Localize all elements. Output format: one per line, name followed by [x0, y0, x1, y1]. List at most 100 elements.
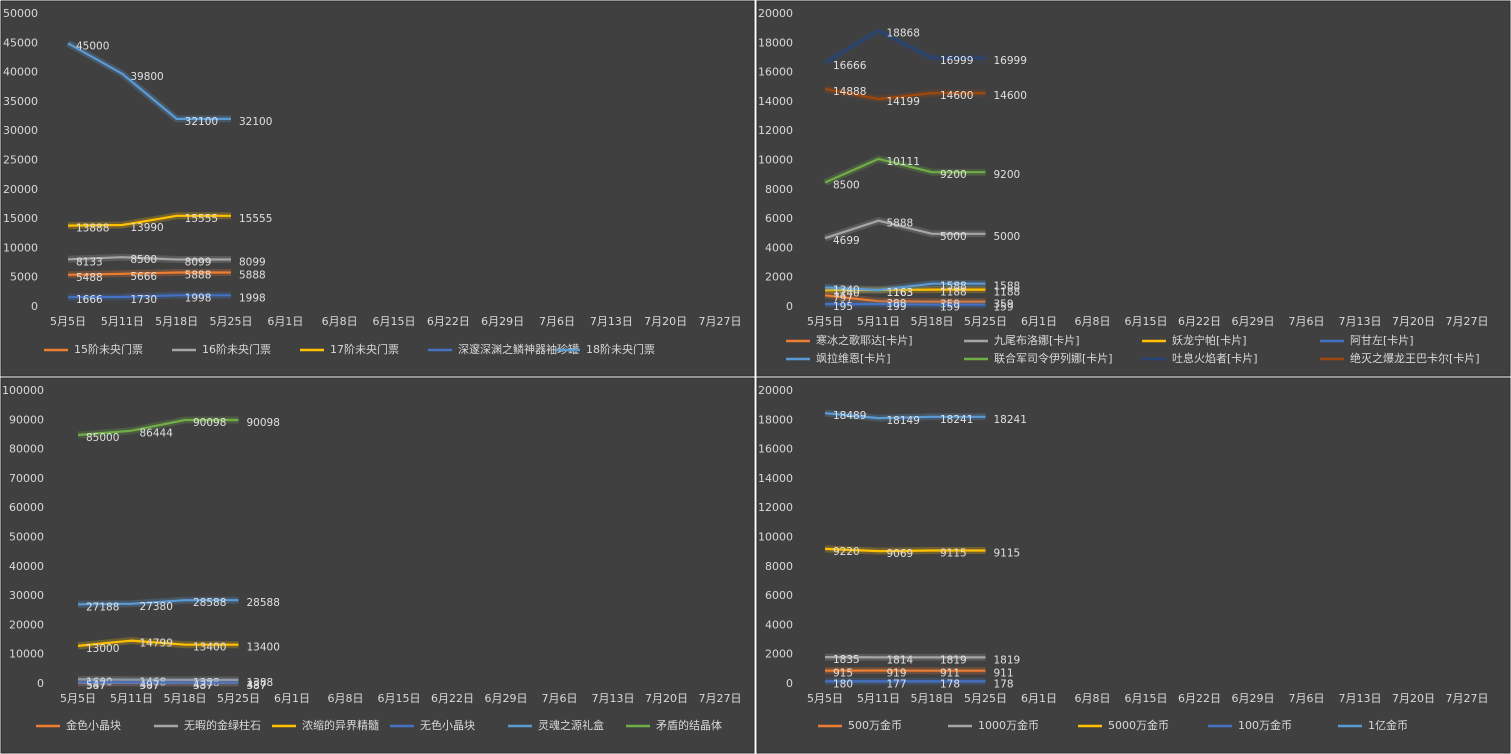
legend-label: 寒冰之歌耶达[卡片] — [816, 333, 913, 347]
y-tick-label: 0 — [786, 300, 793, 313]
x-tick-label: 6月1日 — [1021, 315, 1057, 328]
data-label: 90098 — [193, 417, 226, 429]
x-tick-label: 6月1日 — [274, 692, 310, 705]
series-line — [824, 87, 986, 101]
series-line — [824, 29, 986, 64]
y-tick-label: 45000 — [3, 36, 38, 49]
legend-label: 联合军司令伊列娜[卡片] — [994, 351, 1113, 365]
legend-label: 无暇的金绿柱石 — [184, 718, 261, 732]
chart-panel: 0 2000 4000 6000 8000 10000 12000 14000 16000 180… — [756, 377, 1511, 754]
data-label: 10111 — [887, 156, 920, 168]
legend-label: 九尾布洛娜[卡片] — [994, 333, 1080, 347]
series-line — [77, 418, 239, 437]
data-label: 1998 — [239, 292, 266, 304]
data-label: 1163 — [887, 287, 914, 299]
y-tick-label: 6000 — [765, 212, 793, 225]
data-label: 180 — [833, 678, 853, 690]
y-tick-label: 2000 — [765, 271, 793, 284]
panel-background — [756, 0, 1511, 377]
y-tick-label: 2000 — [765, 648, 793, 661]
data-label: 16999 — [994, 55, 1027, 67]
data-label: 437 — [247, 680, 267, 692]
y-tick-label: 18000 — [758, 36, 793, 49]
legend-label: 100万金币 — [1238, 718, 1292, 732]
legend-label: 1000万金币 — [978, 718, 1039, 732]
data-label: 5000 — [940, 231, 967, 243]
data-label: 18149 — [887, 415, 920, 427]
legend-label: 灵魂之源礼盒 — [538, 718, 604, 732]
x-tick-label: 7月20日 — [1392, 692, 1435, 705]
series-line — [67, 271, 231, 276]
data-label: 14600 — [940, 90, 973, 102]
legend-label: 17阶未央门票 — [330, 342, 399, 356]
x-tick-label: 6月22日 — [1178, 315, 1221, 328]
data-label: 90098 — [247, 417, 280, 429]
x-tick-label: 5月11日 — [857, 692, 900, 705]
data-label: 9200 — [940, 169, 967, 181]
legend-label: 金色小晶块 — [66, 718, 121, 732]
data-label: 27380 — [140, 601, 173, 613]
x-tick-label: 7月13日 — [592, 692, 635, 705]
x-tick-label: 7月27日 — [699, 315, 742, 328]
x-tick-label: 7月20日 — [645, 692, 688, 705]
data-label: 14199 — [887, 96, 920, 108]
legend-label: 绝灭之爆龙王巴卡尔[卡片] — [1350, 351, 1480, 365]
data-label: 13000 — [86, 643, 119, 655]
data-label: 18489 — [833, 410, 866, 422]
data-label: 16666 — [833, 60, 867, 72]
legend-label: 吐息火焰者[卡片] — [1172, 351, 1258, 365]
x-tick-label: 7月6日 — [1289, 692, 1325, 705]
x-tick-label: 7月6日 — [542, 692, 578, 705]
data-label: 8099 — [239, 257, 266, 269]
y-tick-label: 20000 — [758, 7, 793, 20]
legend-label: 15阶未央门票 — [74, 342, 143, 356]
y-tick-label: 0 — [31, 300, 38, 313]
x-tick-label: 5月18日 — [911, 315, 954, 328]
series-line — [824, 547, 986, 553]
x-tick-label: 6月1日 — [1021, 692, 1057, 705]
data-label: 1814 — [887, 654, 914, 666]
x-tick-label: 7月13日 — [590, 315, 633, 328]
data-label: 14888 — [833, 86, 866, 98]
x-tick-label: 6月22日 — [1178, 692, 1221, 705]
y-tick-label: 50000 — [3, 7, 38, 20]
data-label: 13888 — [76, 223, 109, 235]
y-tick-label: 20000 — [3, 183, 38, 196]
data-label: 1188 — [994, 287, 1021, 299]
data-label: 1998 — [185, 292, 212, 304]
data-label: 14799 — [140, 638, 173, 650]
data-label: 8500 — [833, 179, 860, 191]
y-tick-label: 0 — [786, 677, 793, 690]
data-label: 27188 — [86, 601, 119, 613]
x-tick-label: 6月1日 — [267, 315, 303, 328]
x-tick-label: 5月11日 — [101, 315, 144, 328]
x-tick-label: 6月22日 — [427, 315, 470, 328]
data-label: 178 — [940, 678, 960, 690]
series-line — [824, 219, 986, 240]
y-tick-label: 0 — [37, 677, 44, 690]
y-tick-label: 14000 — [758, 95, 793, 108]
data-label: 39800 — [130, 71, 163, 83]
x-tick-label: 5月25日 — [217, 692, 260, 705]
legend-label: 浓缩的异界精髓 — [302, 718, 379, 732]
y-tick-label: 80000 — [9, 443, 44, 456]
data-label: 14600 — [994, 90, 1027, 102]
x-tick-label: 6月29日 — [485, 692, 528, 705]
data-label: 195 — [833, 301, 853, 313]
data-label: 5888 — [239, 269, 266, 281]
data-label: 15555 — [185, 213, 218, 225]
x-tick-label: 5月5日 — [50, 315, 86, 328]
series-line — [824, 282, 986, 292]
y-tick-label: 25000 — [3, 154, 38, 167]
data-label: 8133 — [76, 256, 103, 268]
x-tick-label: 6月8日 — [1075, 315, 1111, 328]
legend-label: 矛盾的结晶体 — [656, 718, 722, 732]
y-tick-label: 8000 — [765, 183, 793, 196]
x-tick-label: 7月13日 — [1339, 315, 1382, 328]
y-tick-label: 10000 — [758, 531, 793, 544]
data-label: 177 — [887, 678, 907, 690]
y-tick-label: 12000 — [758, 501, 793, 514]
data-label: 1819 — [940, 654, 967, 666]
x-tick-label: 7月27日 — [1446, 315, 1489, 328]
chart-panel: 0 5000 10000 15000 20000 25000 30000 35000 40000… — [0, 0, 755, 377]
